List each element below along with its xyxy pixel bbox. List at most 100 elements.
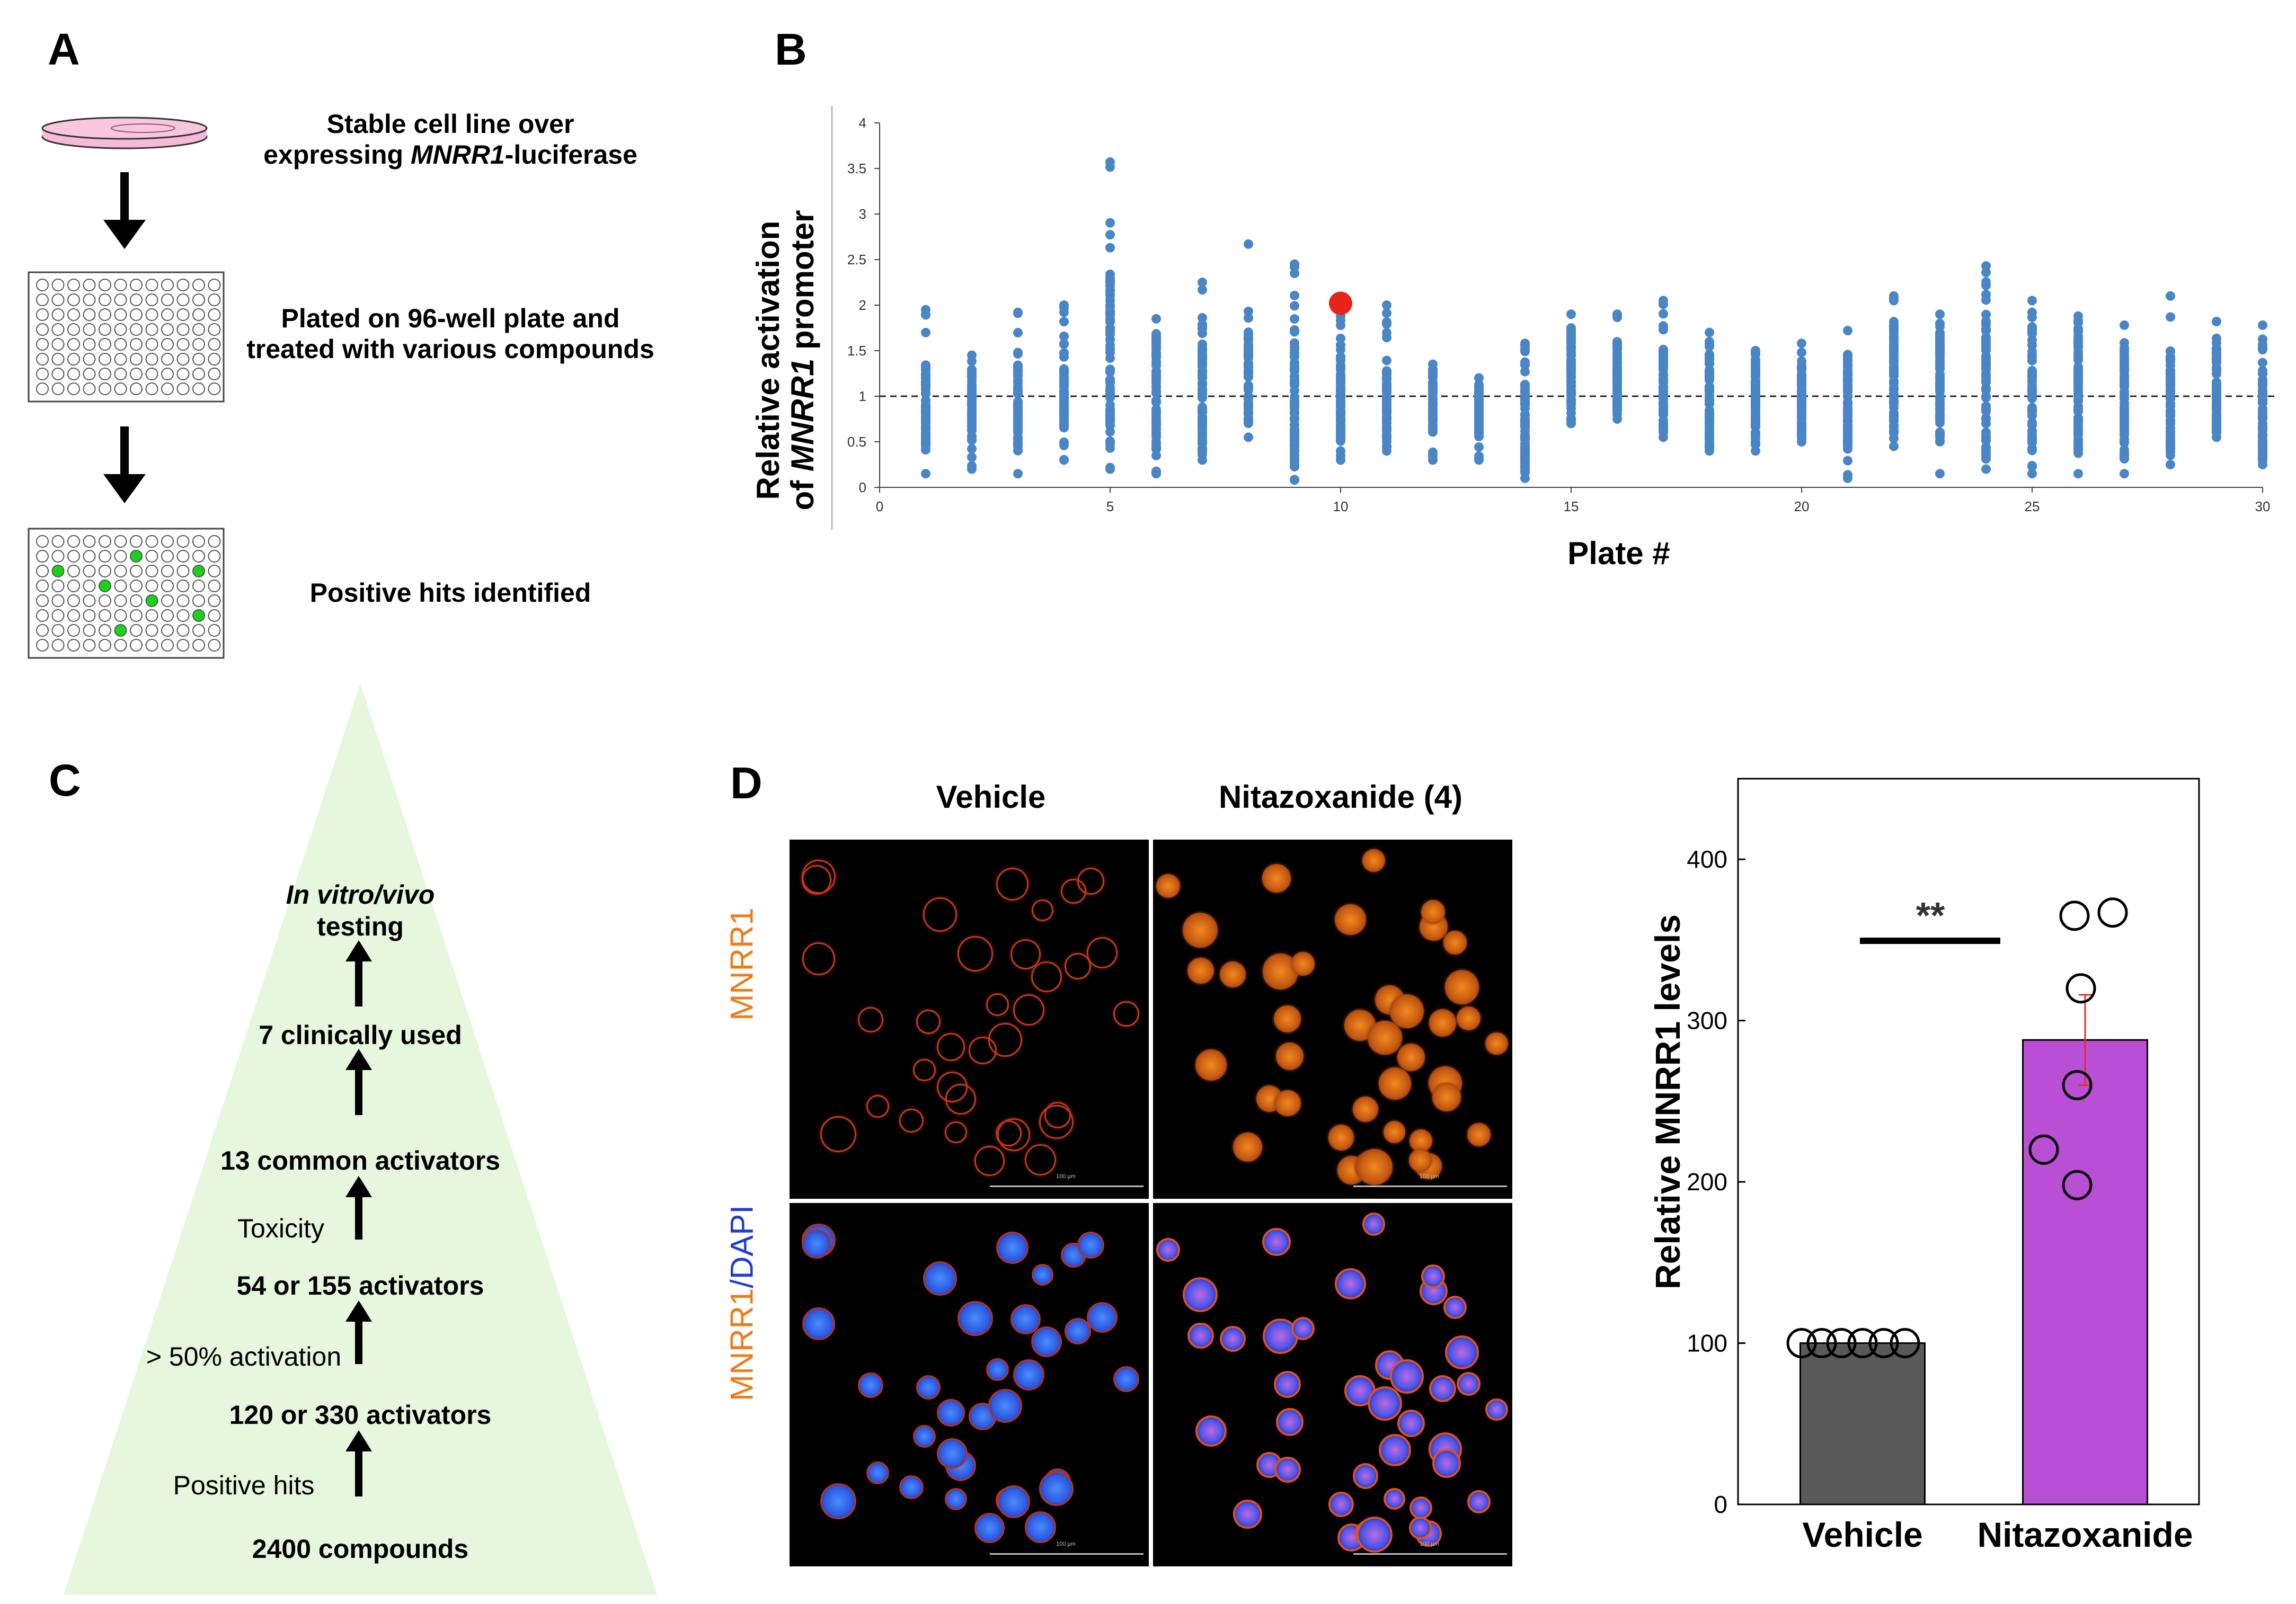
well [192, 293, 205, 306]
data-point-plate-25 [2027, 296, 2037, 306]
data-point-plate-13 [1474, 373, 1484, 383]
cell [1421, 1264, 1446, 1288]
data-point-vehicle [1806, 1328, 1837, 1359]
well [114, 535, 127, 548]
cell [1183, 1277, 1218, 1312]
data-point-plate-21 [1843, 350, 1852, 360]
well [130, 368, 143, 380]
cell [866, 1462, 889, 1485]
cell [1156, 874, 1181, 898]
data-point-plate-28 [2166, 379, 2175, 389]
data-point-plate-9 [1290, 349, 1299, 359]
data-point-plate-29 [2212, 377, 2221, 387]
x-tick-label: 20 [1794, 498, 1810, 514]
cell [1378, 1067, 1411, 1100]
scale-bar [990, 1553, 1143, 1555]
cell [1352, 1097, 1379, 1122]
well [83, 338, 96, 351]
data-point-plate-2 [967, 452, 977, 462]
data-point-plate-10 [1336, 382, 1345, 392]
data-point-plate-14 [1520, 426, 1530, 436]
well [161, 624, 174, 637]
data-point-plate-24 [1981, 377, 1991, 387]
data-point-plate-22 [1889, 383, 1899, 393]
cell [958, 936, 993, 972]
data-point-plate-15 [1566, 414, 1576, 424]
data-point-plate-27 [2120, 378, 2129, 388]
data-point-plate-12 [1428, 421, 1438, 431]
cell [820, 1483, 856, 1519]
cell [1485, 1032, 1508, 1055]
data-point-plate-24 [1981, 268, 1991, 278]
well [67, 580, 80, 592]
data-point-plate-7 [1198, 438, 1207, 448]
data-point-plate-2 [967, 412, 977, 422]
cell [974, 1146, 1005, 1176]
cell [1031, 961, 1062, 993]
well [67, 338, 80, 351]
y-axis-label-line1: Relative activation [750, 221, 786, 500]
data-point-plate-15 [1566, 309, 1576, 319]
data-point-plate-19 [1751, 437, 1760, 447]
well [51, 279, 65, 291]
cell [858, 1007, 883, 1032]
row-label-mnrr1: MNRR1 [724, 907, 760, 1021]
well [99, 594, 111, 607]
cell [1013, 1359, 1044, 1391]
data-point-plate-20 [1797, 398, 1806, 408]
y-tick-label: 200 [1687, 1168, 1727, 1196]
cell [1467, 1123, 1491, 1146]
data-point-plate-2 [967, 444, 977, 454]
data-point-plate-5 [1105, 269, 1115, 279]
well [99, 338, 111, 351]
data-point-plate-1 [921, 327, 930, 337]
data-point-plate-6 [1151, 338, 1161, 349]
data-point-plate-7 [1198, 428, 1207, 438]
well [99, 279, 111, 291]
cell [1077, 867, 1105, 895]
well [99, 368, 111, 380]
data-point-plate-26 [2073, 318, 2083, 328]
data-point-plate-1 [921, 469, 930, 479]
data-point-plate-6 [1151, 407, 1161, 417]
well [67, 565, 80, 577]
data-point-plate-25 [2027, 388, 2037, 398]
data-point-plate-17 [1659, 309, 1668, 319]
well [161, 293, 174, 306]
well [51, 639, 65, 652]
data-point-plate-22 [1889, 427, 1899, 438]
well [99, 535, 111, 548]
well [83, 368, 96, 380]
data-point-plate-8 [1244, 360, 1253, 370]
y-tick-label: 1.5 [847, 343, 866, 359]
data-point-plate-16 [1612, 390, 1622, 400]
well [114, 550, 127, 563]
cell [1077, 1231, 1105, 1259]
data-point-plate-27 [2120, 371, 2129, 381]
data-point-plate-1 [921, 417, 930, 427]
well [208, 382, 221, 395]
scale-bar [1353, 1553, 1507, 1555]
data-point-plate-26 [2073, 350, 2083, 360]
well [208, 353, 221, 366]
well [130, 308, 143, 321]
data-point-plate-1 [921, 310, 930, 320]
well [114, 580, 127, 592]
data-point-plate-9 [1290, 447, 1299, 457]
data-point-plate-14 [1520, 395, 1530, 405]
well [114, 594, 127, 607]
panel-label-c: C [49, 755, 81, 805]
data-point-plate-5 [1105, 462, 1115, 473]
data-point-plate-1 [921, 407, 930, 417]
data-point-plate-13 [1474, 413, 1484, 423]
well [51, 382, 65, 395]
column-title-nitazoxanide: Nitazoxanide (4) [1218, 779, 1463, 815]
data-point-plate-1 [921, 379, 930, 389]
tier-testing: testing [317, 912, 404, 941]
cell [1421, 900, 1446, 924]
cell [1409, 1496, 1433, 1520]
well [192, 368, 205, 380]
cell [801, 1228, 831, 1259]
well [130, 323, 143, 336]
data-point-plate-19 [1751, 368, 1760, 378]
